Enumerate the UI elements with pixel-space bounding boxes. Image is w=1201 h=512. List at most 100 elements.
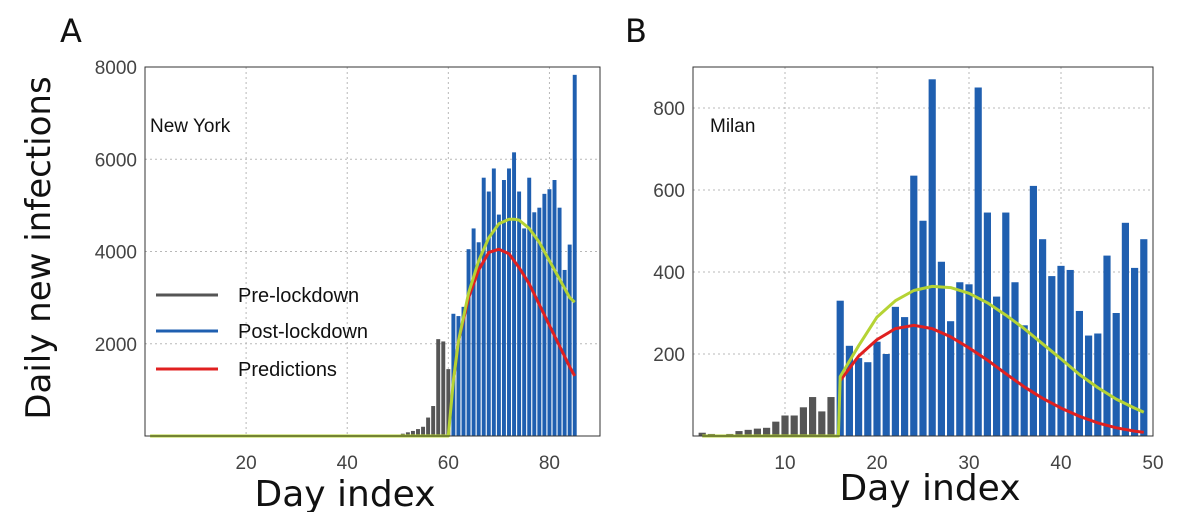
plot-frame-b (692, 66, 1154, 437)
bar-post-lockdown (512, 152, 517, 437)
y-tick-label: 200 (653, 345, 685, 366)
x-axis-label-a: Day index (254, 474, 435, 512)
bar-post-lockdown (527, 177, 532, 436)
bar-pre-lockdown (818, 411, 826, 436)
x-tick-label: 80 (539, 453, 560, 474)
bar-post-lockdown (496, 214, 501, 436)
bar-pre-lockdown (772, 421, 780, 436)
bar-post-lockdown (928, 79, 936, 437)
bar-pre-lockdown (698, 432, 706, 436)
bar-pre-lockdown (744, 429, 752, 436)
bar-post-lockdown (1112, 313, 1120, 436)
bar-post-lockdown (517, 191, 522, 436)
bar-post-lockdown (466, 249, 471, 436)
bar-post-lockdown (1103, 255, 1111, 436)
y-tick-label: 4000 (95, 243, 137, 264)
y-tick-label: 800 (653, 99, 685, 120)
bar-pre-lockdown (426, 417, 431, 436)
bar-post-lockdown (1094, 333, 1102, 436)
legend-label-post-lockdown: Post-lockdown (238, 321, 368, 343)
bar-post-lockdown (461, 306, 466, 436)
bar-post-lockdown (882, 354, 890, 436)
bar-post-lockdown (1085, 335, 1093, 436)
bar-post-lockdown (947, 321, 955, 436)
x-tick-label: 10 (774, 453, 795, 474)
bar-post-lockdown (557, 207, 562, 436)
fit-line (150, 217, 576, 438)
y-tick-label: 2000 (95, 335, 137, 356)
bar-post-lockdown (507, 168, 511, 436)
bar-post-lockdown (537, 207, 542, 436)
legend: Pre-lockdown Post-lockdown Predictions (156, 285, 368, 381)
y-tick-label: 8000 (95, 58, 137, 79)
bar-pre-lockdown (410, 430, 415, 436)
bar-post-lockdown (1029, 185, 1037, 436)
bar-post-lockdown (486, 191, 491, 436)
bar-pre-lockdown (809, 397, 817, 436)
bar-post-lockdown (567, 244, 572, 436)
bar-post-lockdown (956, 282, 964, 436)
bar-post-lockdown (1131, 267, 1139, 436)
city-label-milan: Milan (710, 116, 755, 137)
y-axis-label: Daily new infections (19, 76, 59, 419)
panel-label-a: A (60, 12, 82, 50)
bar-post-lockdown (910, 175, 918, 436)
legend-label-pre-lockdown: Pre-lockdown (238, 285, 359, 307)
bar-post-lockdown (855, 358, 863, 436)
bar-pre-lockdown (763, 427, 771, 436)
x-tick-label: 40 (337, 453, 358, 474)
bar-post-lockdown (456, 316, 461, 436)
x-tick-label: 50 (1142, 453, 1163, 474)
x-tick-label: 20 (866, 453, 887, 474)
bar-post-lockdown (1066, 269, 1074, 436)
bar-post-lockdown (937, 261, 945, 436)
bar-pre-lockdown (735, 431, 743, 436)
y-tick-label: 400 (653, 263, 685, 284)
x-axis-label-b: Day index (839, 468, 1020, 509)
bar-pre-lockdown (431, 406, 436, 436)
bar-post-lockdown (552, 180, 557, 436)
bar-post-lockdown (845, 345, 853, 436)
bar-post-lockdown (974, 87, 982, 436)
bar-post-lockdown (873, 341, 881, 436)
y-tick-label: 6000 (95, 150, 137, 171)
bar-pre-lockdown (827, 397, 835, 436)
panel-label-b: B (625, 12, 647, 50)
x-tick-label: 60 (438, 453, 459, 474)
bar-pre-lockdown (421, 426, 426, 436)
chart-panel-a: 20 40 60 80 2000 4000 6000 8000 (95, 58, 601, 474)
bar-post-lockdown (1039, 239, 1047, 436)
bar-pre-lockdown (441, 341, 446, 436)
x-tick-label: 30 (958, 453, 979, 474)
bar-post-lockdown (501, 180, 506, 436)
chart-panel-b: 10 20 30 40 50 200 400 600 800 (653, 66, 1164, 474)
bar-post-lockdown (965, 284, 973, 436)
bar-pre-lockdown (781, 415, 789, 436)
prediction-line (839, 323, 1144, 434)
bar-post-lockdown (522, 228, 527, 436)
bar-post-lockdown (1140, 239, 1148, 436)
y-tick-label: 600 (653, 181, 685, 202)
fit-line (702, 284, 1145, 438)
x-tick-label: 20 (236, 453, 257, 474)
bar-pre-lockdown (753, 428, 761, 436)
bar-post-lockdown (572, 74, 577, 436)
bar-pre-lockdown (446, 369, 451, 436)
bar-post-lockdown (891, 306, 899, 436)
bar-post-lockdown (481, 177, 486, 436)
bar-post-lockdown (476, 242, 481, 436)
bar-pre-lockdown (790, 415, 798, 436)
bar-post-lockdown (1020, 325, 1028, 436)
plot-frame-a (144, 66, 601, 437)
bar-post-lockdown (983, 212, 991, 436)
legend-label-predictions: Predictions (238, 359, 337, 381)
prediction-line (451, 247, 577, 381)
bar-post-lockdown (1011, 282, 1019, 436)
bar-pre-lockdown (405, 432, 410, 436)
city-label-new-york: New York (150, 116, 231, 137)
bar-pre-lockdown (799, 407, 807, 436)
bar-post-lockdown (836, 300, 844, 436)
bar-post-lockdown (1057, 265, 1065, 436)
bar-post-lockdown (1002, 212, 1010, 436)
